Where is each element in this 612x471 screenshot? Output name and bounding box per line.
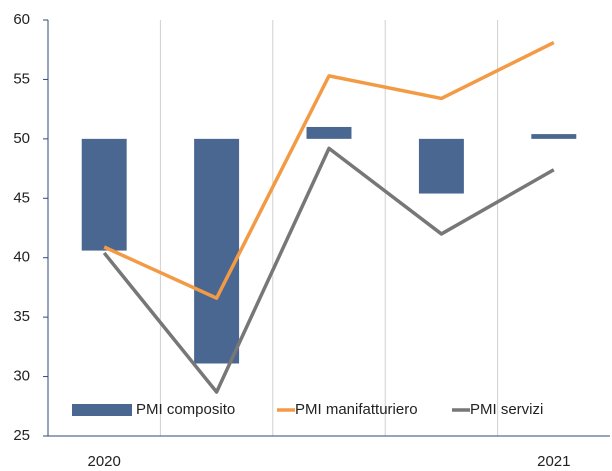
y-tick-label: 50: [13, 130, 30, 147]
line-series: [103, 41, 555, 300]
bar: [194, 138, 240, 364]
bar: [306, 126, 352, 139]
y-tick-label: 30: [13, 368, 30, 385]
legend-label: PMI composito: [136, 401, 235, 418]
bar: [418, 138, 464, 194]
x-tick-label: 2021: [537, 453, 570, 470]
legend-label: PMI manifatturiero: [295, 401, 418, 418]
legend-swatch: [72, 404, 132, 416]
y-tick-label: 40: [13, 249, 30, 266]
bar: [531, 134, 577, 139]
y-tick-label: 25: [13, 427, 30, 444]
x-tick-label: 2020: [88, 453, 121, 470]
line-series: [102, 146, 555, 394]
y-tick-label: 45: [13, 189, 30, 206]
y-tick-label: 55: [13, 70, 30, 87]
legend-label: PMI servizi: [470, 401, 543, 418]
y-tick-label: 60: [13, 11, 30, 28]
y-tick-label: 35: [13, 308, 30, 325]
bar: [81, 138, 127, 251]
